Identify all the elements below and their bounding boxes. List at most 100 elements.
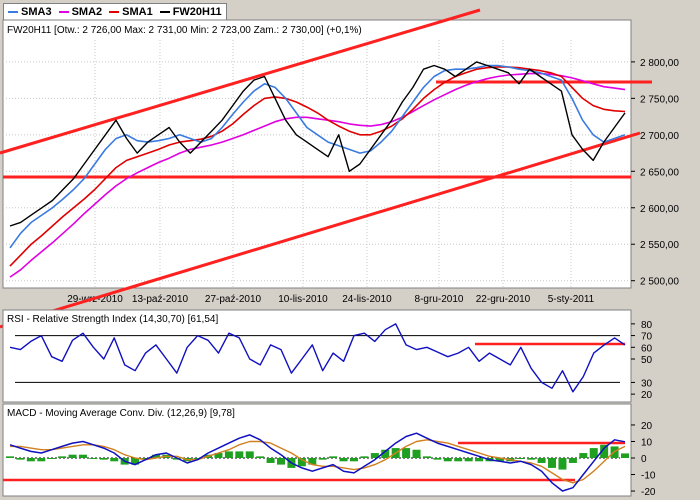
- macd-histogram-bar: [110, 458, 119, 462]
- macd-histogram-bar: [214, 453, 223, 458]
- price-panel: [2, 19, 632, 289]
- macd-histogram-bar: [339, 458, 348, 462]
- price-x-tick-label: 5-sty-2011: [548, 294, 595, 305]
- rsi-panel-title: RSI - Relative Strength Index (14,30,70)…: [7, 314, 218, 325]
- price-panel-title: FW20H11 [Otw.: 2 726,00 Max: 2 731,00 Mi…: [7, 25, 362, 36]
- rsi-y-tick-label: 20: [641, 390, 653, 401]
- macd-histogram-bar: [37, 458, 46, 462]
- macd-histogram-bar: [516, 458, 525, 459]
- legend-swatch-sma1: [109, 11, 120, 13]
- legend-label-sma1: SMA1: [122, 6, 153, 18]
- macd-histogram-bar: [422, 456, 431, 458]
- macd-histogram-bar: [78, 454, 87, 458]
- legend-label-sma3: SMA3: [21, 6, 52, 18]
- macd-histogram-bar: [6, 456, 14, 458]
- macd-histogram-bar: [600, 444, 609, 458]
- macd-histogram-bar: [329, 456, 338, 458]
- chart-legend: SMA3 SMA2 SMA1 FW20H11: [3, 3, 227, 21]
- price-y-tick-label: 2 550,00: [640, 240, 679, 251]
- macd-y-tick-label: 0: [641, 454, 647, 465]
- rsi-line: [9, 323, 626, 393]
- macd-histogram-bar: [495, 458, 504, 462]
- macd-y-tick-label: 20: [641, 421, 653, 432]
- macd-histogram-bar: [89, 458, 98, 459]
- macd-histogram-bar: [47, 458, 56, 459]
- legend-label-sma2: SMA2: [71, 6, 103, 18]
- lower-channel-line: [0, 131, 641, 329]
- macd-histogram-bar: [256, 456, 265, 458]
- macd-histogram-bar: [58, 456, 67, 458]
- macd-histogram-bar: [151, 454, 160, 458]
- macd-y-tick-label: -20: [641, 487, 656, 498]
- legend-label-fw20h11: FW20H11: [172, 6, 222, 18]
- price-y-tick-label: 2 800,00: [640, 58, 679, 69]
- legend-item-sma2[interactable]: SMA2: [58, 6, 103, 18]
- macd-histogram-bar: [568, 458, 577, 463]
- macd-histogram-bar: [527, 458, 536, 460]
- macd-histogram-bar: [370, 453, 379, 458]
- price-x-tick-label: 10-lis-2010: [278, 294, 328, 305]
- macd-histogram-bar: [558, 458, 567, 470]
- macd-histogram-bar: [172, 458, 181, 460]
- macd-histogram-bar: [443, 458, 452, 462]
- legend-item-fw20h11[interactable]: FW20H11: [159, 6, 222, 18]
- macd-histogram-bar: [141, 458, 150, 459]
- price-y-tick-label: 2 750,00: [640, 94, 679, 105]
- price-y-tick-label: 2 700,00: [640, 131, 679, 142]
- rsi-y-tick-label: 80: [641, 320, 653, 331]
- macd-histogram-bar: [360, 456, 369, 458]
- price-x-tick-label: 8-gru-2010: [415, 294, 464, 305]
- price-y-axis: 2 500,00 2 550,00 2 600,00 2 650,00 2 700,00…: [631, 58, 679, 288]
- legend-swatch-sma2: [58, 11, 69, 13]
- rsi-reference-lines: [15, 335, 620, 383]
- macd-histogram-bar: [235, 451, 244, 458]
- macd-histogram-bar: [266, 458, 275, 463]
- macd-histogram-bar: [277, 458, 286, 465]
- price-y-tick-label: 2 500,00: [640, 277, 679, 288]
- sma1-line: [9, 66, 626, 267]
- macd-histogram-bar: [131, 458, 140, 465]
- legend-item-sma3[interactable]: SMA3: [8, 6, 52, 18]
- macd-histogram-bar: [297, 458, 306, 467]
- macd-series-group: [9, 432, 626, 492]
- legend-swatch-fw20h11: [159, 11, 170, 13]
- price-x-tick-label: 22-gru-2010: [476, 294, 531, 305]
- macd-histogram-bar: [99, 458, 108, 460]
- macd-histogram-bar: [381, 449, 390, 458]
- macd-histogram-bar: [318, 458, 327, 460]
- price-y-tick-label: 2 600,00: [640, 204, 679, 215]
- macd-histogram-bar: [579, 453, 588, 458]
- rsi-y-tick-label: 30: [641, 378, 653, 389]
- macd-histogram-bar: [26, 458, 35, 462]
- macd-y-tick-label: 10: [641, 437, 653, 448]
- macd-histogram-bar: [16, 458, 25, 460]
- price-series-group: [9, 61, 626, 278]
- macd-histogram-bar: [548, 458, 557, 468]
- price-y-tick-label: 2 650,00: [640, 167, 679, 178]
- rsi-series-group: [9, 323, 626, 393]
- macd-histogram-bar: [245, 451, 254, 458]
- macd-histogram-bar: [621, 453, 629, 458]
- macd-histogram-bar: [402, 448, 411, 458]
- upper-channel-line: [0, 8, 481, 155]
- macd-histogram-bar: [589, 448, 598, 458]
- price-x-tick-label: 24-lis-2010: [342, 294, 392, 305]
- macd-histogram-bar: [412, 449, 421, 458]
- price-line: [9, 61, 626, 227]
- macd-histogram-bar: [454, 458, 463, 462]
- macd-histogram-bar: [308, 458, 317, 465]
- price-x-tick-label: 13-paź-2010: [132, 294, 189, 305]
- sma2-line: [9, 72, 626, 278]
- rsi-y-tick-label: 60: [641, 343, 653, 354]
- legend-item-sma1[interactable]: SMA1: [109, 6, 153, 18]
- macd-histogram-bar: [193, 458, 202, 459]
- macd-panel-title: MACD - Moving Average Conv. Div. (12,26,…: [7, 408, 235, 419]
- macd-line: [9, 432, 626, 492]
- price-x-tick-label: 27-paź-2010: [205, 294, 262, 305]
- legend-swatch-sma3: [8, 11, 18, 13]
- macd-histogram-bar: [537, 458, 546, 463]
- rsi-y-tick-label: 50: [641, 355, 653, 366]
- rsi-y-tick-label: 70: [641, 332, 653, 343]
